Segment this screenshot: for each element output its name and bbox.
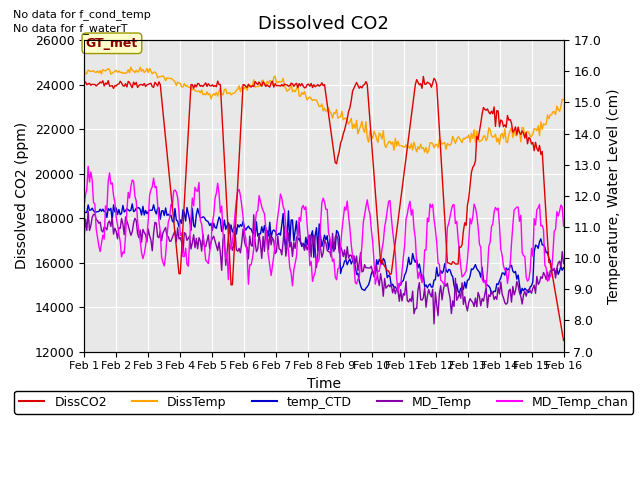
Y-axis label: Dissolved CO2 (ppm): Dissolved CO2 (ppm) (15, 122, 29, 269)
Y-axis label: Temperature, Water Level (cm): Temperature, Water Level (cm) (607, 88, 621, 303)
X-axis label: Time: Time (307, 377, 341, 391)
Text: No data for f_cond_temp: No data for f_cond_temp (13, 9, 150, 20)
Title: Dissolved CO2: Dissolved CO2 (259, 15, 389, 33)
Legend: DissCO2, DissTemp, temp_CTD, MD_Temp, MD_Temp_chan: DissCO2, DissTemp, temp_CTD, MD_Temp, MD… (15, 391, 634, 414)
Text: GT_met: GT_met (86, 37, 138, 50)
Text: No data for f_waterT: No data for f_waterT (13, 23, 127, 34)
